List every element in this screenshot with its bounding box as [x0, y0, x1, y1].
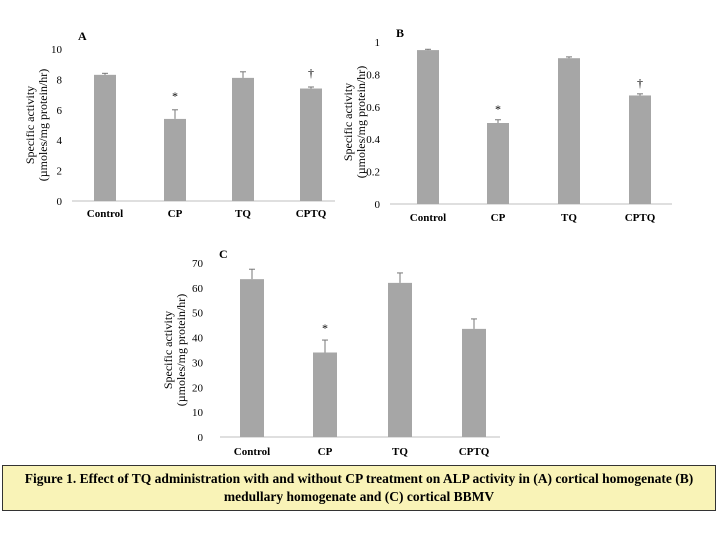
panel-a-y-tick-label: 4 — [57, 135, 63, 147]
panel-a-y-tick-label: 8 — [57, 74, 63, 86]
panel-a-y-tick-label: 0 — [57, 196, 63, 208]
panel-a-letter: A — [78, 29, 87, 43]
panel-c-y-tick-label: 30 — [192, 357, 204, 369]
panel-a-bar-tq — [232, 77, 254, 201]
panel-b-category-label: Control — [410, 212, 446, 224]
panel-a-category-label: CP — [168, 208, 183, 220]
panel-c-y-tick-label: 20 — [192, 382, 204, 394]
panel-c-bar-control — [240, 279, 264, 437]
panel-c-y-tick-label: 0 — [198, 432, 204, 444]
panel-b-y-axis-unit: (µmoles/mg protein/hr) — [354, 66, 368, 179]
panel-c-significance-marker: * — [322, 321, 328, 335]
panel-a-bar-cptq — [300, 88, 322, 201]
panel-b-y-tick-label: 0.6 — [366, 102, 380, 114]
panel-c-category-label: TQ — [392, 446, 408, 458]
panel-b-y-tick-label: 0.2 — [366, 167, 380, 179]
panel-b-category-label: CP — [491, 212, 506, 224]
panel-c-bar-tq — [388, 282, 412, 437]
panel-c-y-tick-label: 50 — [192, 308, 204, 320]
panel-c-letter: C — [219, 247, 228, 261]
panel-c-y-tick-label: 70 — [192, 258, 204, 270]
panel-b-bar-cptq — [629, 95, 651, 204]
panel-c-bar-cp — [313, 352, 337, 437]
panel-c-bar-cptq — [462, 328, 486, 437]
panel-a-y-tick-label: 2 — [57, 166, 63, 178]
panel-b-significance-marker: * — [495, 102, 501, 116]
panel-c-y-tick-label: 10 — [192, 407, 204, 419]
panel-a-bar-control — [94, 74, 116, 201]
panel-b-category-label: CPTQ — [625, 212, 656, 224]
panel-b-y-tick-label: 0.8 — [366, 69, 380, 81]
panel-c-y-tick-label: 60 — [192, 283, 204, 295]
panel-a-y-axis-label: Specific activity — [23, 86, 37, 164]
panel-b-y-axis-label: Specific activity — [341, 83, 355, 161]
panel-c-y-tick-label: 40 — [192, 333, 204, 345]
panel-c-y-axis-label: Specific activity — [161, 311, 175, 389]
panel-b-letter: B — [396, 26, 404, 40]
panel-a-category-label: Control — [87, 208, 123, 220]
panel-a-category-label: TQ — [235, 208, 251, 220]
panel-a-significance-marker: † — [308, 66, 314, 80]
panel-a-y-axis-unit: (µmoles/mg protein/hr) — [36, 69, 50, 182]
panel-b-y-tick-label: 0 — [375, 199, 381, 211]
panel-c-category-label: Control — [234, 446, 270, 458]
figure-caption: Figure 1. Effect of TQ administration wi… — [2, 465, 716, 511]
panel-a-significance-marker: * — [172, 89, 178, 103]
panel-b-significance-marker: † — [637, 76, 643, 90]
panel-b-category-label: TQ — [561, 212, 577, 224]
panel-c-category-label: CPTQ — [459, 446, 490, 458]
panel-b-bar-control — [417, 50, 439, 204]
panel-b-bar-cp — [487, 123, 509, 204]
panel-a-category-label: CPTQ — [296, 208, 327, 220]
panel-b-y-tick-label: 0.4 — [366, 134, 380, 146]
panel-c-y-axis-unit: (µmoles/mg protein/hr) — [174, 294, 188, 407]
panel-b-y-tick-label: 1 — [375, 37, 381, 49]
panel-b-bar-tq — [558, 58, 580, 205]
panel-a-bar-cp — [164, 118, 186, 201]
panel-a-y-tick-label: 10 — [51, 44, 63, 56]
panel-c-category-label: CP — [318, 446, 333, 458]
panel-a-y-tick-label: 6 — [57, 105, 63, 117]
